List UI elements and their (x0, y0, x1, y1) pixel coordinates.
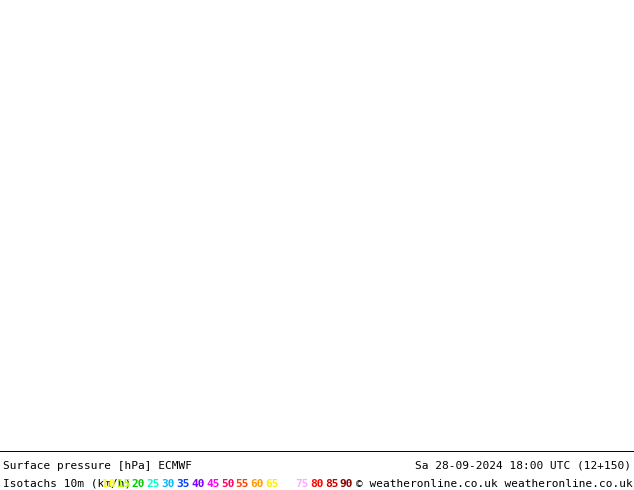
Text: 85: 85 (325, 479, 339, 489)
Text: 35: 35 (176, 479, 190, 489)
Text: 75: 75 (295, 479, 309, 489)
Text: 70: 70 (280, 479, 294, 489)
Text: 15: 15 (117, 479, 131, 489)
Text: 40: 40 (191, 479, 205, 489)
Text: 30: 30 (162, 479, 175, 489)
Text: 50: 50 (221, 479, 235, 489)
Text: 65: 65 (266, 479, 279, 489)
Text: 90: 90 (340, 479, 353, 489)
Text: Sa 28-09-2024 18:00 UTC (12+150): Sa 28-09-2024 18:00 UTC (12+150) (415, 461, 631, 471)
Text: 55: 55 (236, 479, 249, 489)
Text: 25: 25 (146, 479, 160, 489)
Text: Isotachs 10m (km/h): Isotachs 10m (km/h) (3, 479, 138, 489)
Text: © weatheronline.co.uk weatheronline.co.uk: © weatheronline.co.uk weatheronline.co.u… (356, 479, 633, 489)
Text: 60: 60 (250, 479, 264, 489)
Text: 45: 45 (206, 479, 219, 489)
Text: 10: 10 (102, 479, 115, 489)
Text: 20: 20 (132, 479, 145, 489)
Text: Surface pressure [hPa] ECMWF: Surface pressure [hPa] ECMWF (3, 461, 192, 471)
Text: 80: 80 (310, 479, 323, 489)
